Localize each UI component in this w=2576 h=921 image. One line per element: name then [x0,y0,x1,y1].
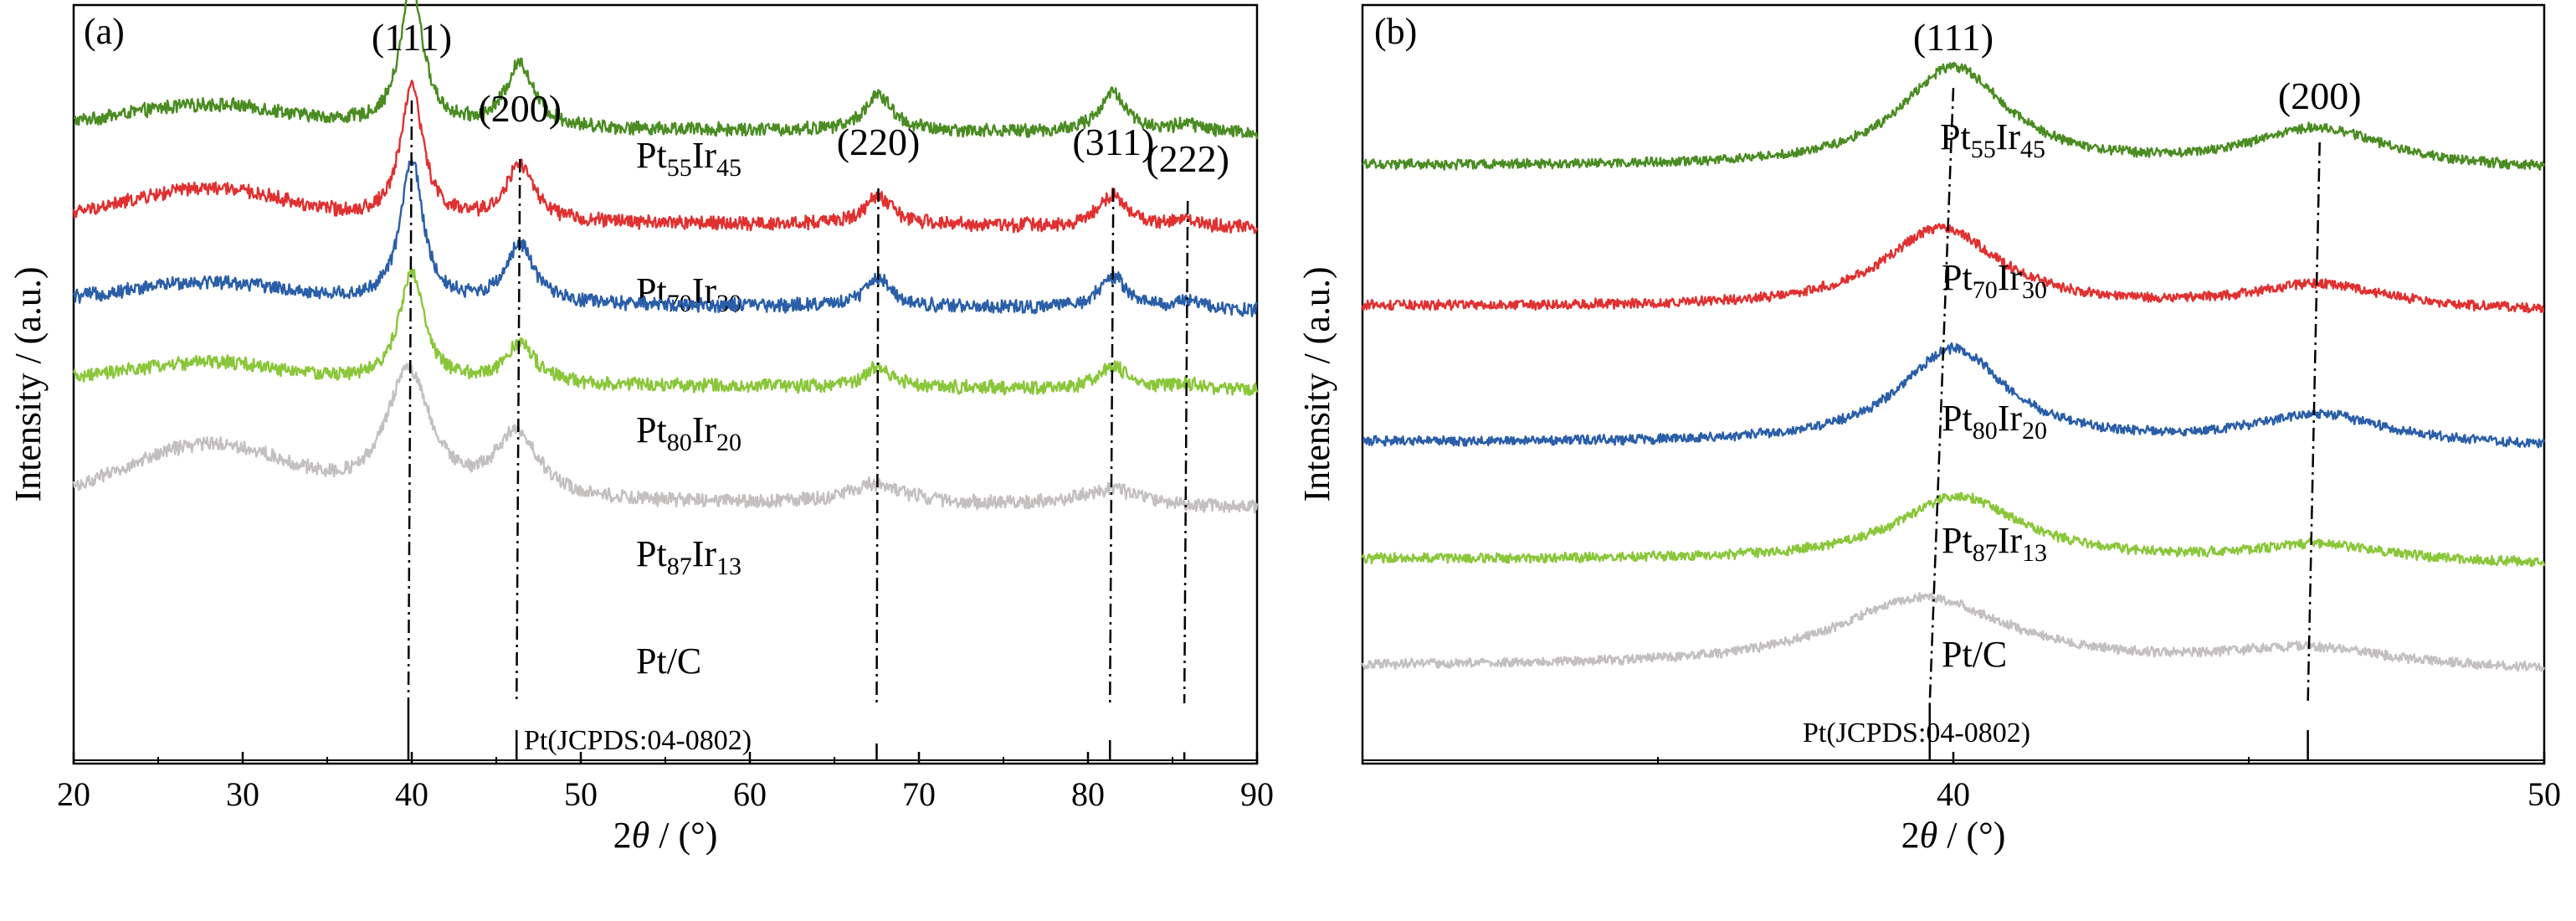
series-label: Pt87Ir13 [636,533,741,580]
peak-guide-line [1183,200,1189,704]
peak-label: (111) [1913,16,1994,59]
series-label: Pt87Ir13 [1942,520,2047,567]
panel-label: (b) [1374,11,1417,52]
series-line [73,0,1259,140]
x-tick-label: 30 [226,775,259,813]
series-line [72,265,1259,397]
series-label: Pt70Ir30 [636,270,741,317]
x-tick-label: 40 [1937,775,1970,813]
reference-label: Pt(JCPDS:04-0802) [1803,718,2030,749]
panel-label: (a) [84,11,125,52]
panel-a: 20 30 40 50 60 70 80 90 2θ / (°) Intensity / (a.u… [8,0,1274,856]
peak-guide-line [2307,141,2321,704]
peak-guide-line [407,100,413,704]
y-axis-label: Intensity / (a.u.) [1296,266,1337,502]
series-label: Pt55Ir45 [1940,116,2045,163]
series-line [1362,342,2546,449]
x-tick-label: 60 [733,775,767,813]
x-axis-label: 2θ / (°) [613,815,718,856]
peak-label: (311) [1072,121,1154,163]
peak-guide-line [515,158,521,704]
peak-label: (111) [372,16,452,59]
peak-label: (200) [2278,75,2362,117]
peak-label: (222) [1146,137,1229,180]
series-label: Pt/C [636,641,701,682]
series-label: Pt70Ir30 [1942,257,2047,304]
x-tick-label: 70 [902,775,936,813]
series-label: Pt/C [1942,634,2007,675]
x-tick-label: 90 [1240,775,1274,813]
series-line [1361,491,2546,568]
series-line [1362,61,2546,171]
reference-label: Pt(JCPDS:04-0802) [524,725,752,756]
x-axis-label: 2θ / (°) [1901,815,2006,856]
series-label: Pt80Ir20 [1942,398,2047,445]
series-label: Pt55Ir45 [636,135,741,182]
peak-label: (220) [837,121,921,163]
x-tick-label: 50 [564,775,598,813]
peak-guide-line [1109,188,1115,704]
peak-label: (200) [478,87,562,130]
x-tick-label: 20 [57,775,90,813]
series-line [1361,591,2546,672]
series-line [72,363,1259,514]
peak-guide-line [875,188,880,704]
x-tick-label: 50 [2527,775,2561,813]
y-axis-label: Intensity / (a.u.) [8,266,49,502]
series-line [1361,223,2545,314]
x-tick-label: 40 [395,775,428,813]
series-line [72,80,1259,234]
peak-guide-line [1928,87,1955,704]
series-label: Pt80Ir20 [636,409,741,456]
x-tick-label: 80 [1071,775,1105,813]
panel-b: 40 50 2θ / (°) Intensity / (a.u.) (b) Pt(JCPD… [1296,3,2561,856]
series-line [72,158,1259,317]
